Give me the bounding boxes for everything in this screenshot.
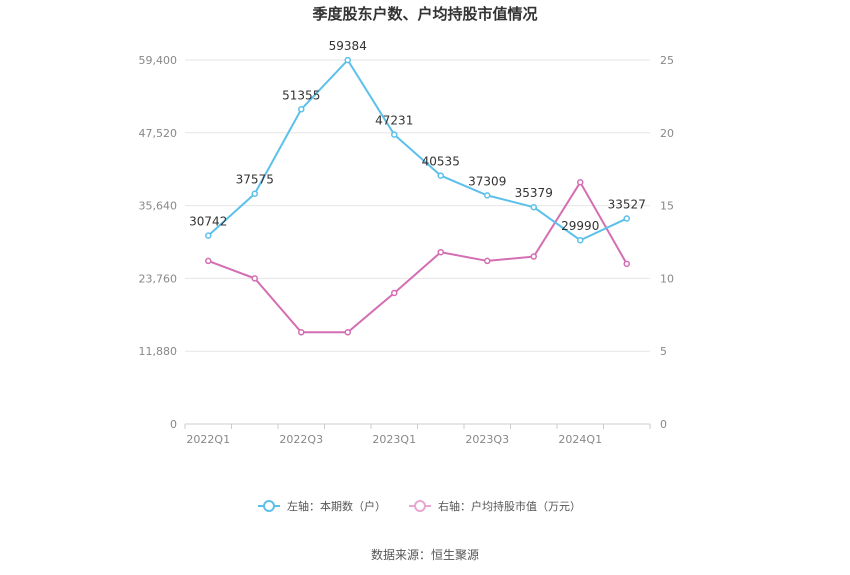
data-label: 47231 (375, 114, 413, 128)
data-label: 33527 (608, 198, 646, 212)
right-tick-label: 0 (660, 418, 667, 431)
data-label: 51355 (282, 88, 320, 102)
x-tick-label: 2023Q1 (372, 433, 416, 446)
x-tick-label: 2022Q3 (279, 433, 323, 446)
right-tick-label: 25 (660, 54, 674, 67)
data-point[interactable] (623, 260, 630, 268)
data-label: 59384 (329, 39, 367, 53)
right-tick-label: 5 (660, 345, 667, 358)
data-point[interactable] (577, 236, 584, 244)
data-point[interactable] (437, 248, 444, 256)
right-tick-label: 10 (660, 272, 674, 285)
legend-label-households: 左轴：本期数（户） (287, 499, 386, 513)
left-tick-label: 0 (170, 418, 177, 431)
x-tick-label: 2024Q1 (558, 433, 602, 446)
right-tick-label: 15 (660, 200, 674, 213)
left-tick-label: 47,520 (139, 127, 178, 140)
left-tick-label: 59,400 (139, 54, 178, 67)
data-point[interactable] (251, 190, 258, 197)
data-point[interactable] (484, 257, 491, 265)
series-layer (205, 56, 630, 336)
data-label: 40535 (422, 155, 460, 169)
data-labels: 30742 37575 51355 59384 47231 40535 37309 35379… (189, 39, 646, 233)
series-line-0 (207, 58, 628, 242)
data-label: 29990 (561, 219, 599, 233)
x-axis: 2022Q1 2022Q3 2023Q1 2023Q3 2024Q1 (184, 424, 651, 446)
data-point[interactable] (623, 215, 630, 222)
legend-label-avg-value: 右轴：户均持股市值（万元） (438, 499, 581, 513)
legend: 左轴：本期数（户） 右轴：户均持股市值（万元） (258, 499, 581, 513)
right-tick-label: 20 (660, 127, 674, 140)
data-point[interactable] (391, 131, 398, 138)
data-point[interactable] (205, 232, 212, 239)
data-point[interactable] (437, 172, 444, 179)
data-point[interactable] (530, 203, 537, 211)
legend-item-avg-value[interactable]: 右轴：户均持股市值（万元） (409, 499, 581, 513)
x-tick-label: 2023Q3 (465, 433, 509, 446)
x-tick-label: 2022Q1 (186, 433, 230, 446)
data-point[interactable] (251, 275, 258, 282)
left-tick-label: 23,760 (139, 272, 178, 285)
data-point[interactable] (344, 329, 351, 336)
legend-item-households[interactable]: 左轴：本期数（户） (258, 499, 386, 513)
source-note: 数据来源：恒生聚源 (371, 547, 479, 562)
data-point[interactable] (577, 179, 584, 186)
data-point[interactable] (530, 253, 537, 260)
left-tick-label: 35,640 (139, 200, 178, 213)
left-tick-label: 11,880 (139, 345, 178, 358)
data-label: 37309 (468, 174, 506, 188)
series-line-1 (207, 180, 628, 334)
right-axis: 0 5 10 15 20 25 (660, 54, 674, 431)
data-point[interactable] (205, 257, 212, 265)
data-point[interactable] (298, 106, 305, 113)
data-point[interactable] (344, 56, 351, 64)
data-label: 35379 (515, 186, 553, 200)
data-label: 37575 (236, 173, 274, 187)
data-point[interactable] (484, 192, 491, 199)
data-point[interactable] (298, 329, 305, 336)
chart-title: 季度股东户数、户均持股市值情况 (312, 5, 537, 23)
data-label: 30742 (189, 215, 227, 229)
grid (185, 59, 650, 425)
left-axis: 0 11,880 23,760 35,640 47,520 59,400 (139, 54, 178, 431)
data-point[interactable] (391, 289, 398, 297)
